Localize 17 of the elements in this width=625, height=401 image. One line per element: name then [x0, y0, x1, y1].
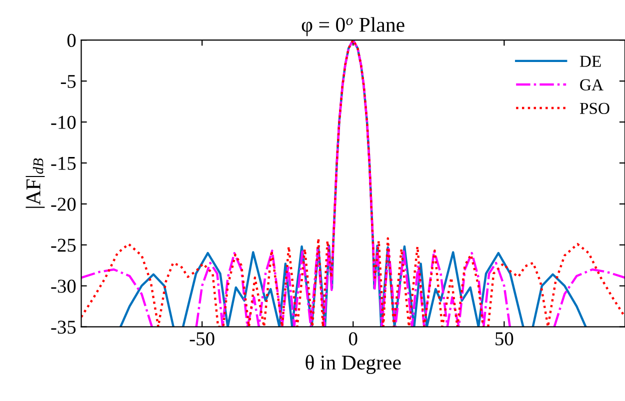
- y-tick-label: -5: [60, 75, 76, 88]
- x-tick-label: -50: [190, 332, 214, 346]
- x-axis-title: θ in Degree: [306, 354, 401, 374]
- y-tick-label: -35: [51, 320, 76, 334]
- legend-label: PSO: [580, 102, 610, 114]
- x-tick-label: 50: [496, 332, 514, 346]
- legend-label: DE: [580, 56, 601, 67]
- x-tick-label: 0: [349, 332, 358, 346]
- y-tick-label: -25: [51, 238, 76, 252]
- y-axis-title: |AF|$_{dB}$: [26, 158, 45, 208]
- legend-label: GA: [580, 79, 604, 90]
- y-tick-label: -30: [51, 280, 76, 293]
- y-tick-label: -15: [51, 156, 76, 170]
- y-tick-label: -10: [51, 116, 76, 129]
- chart-title: φ = 0$^{o}$ Plane: [302, 17, 404, 36]
- y-tick-label: -20: [51, 198, 76, 211]
- y-tick-label: 0: [67, 34, 76, 48]
